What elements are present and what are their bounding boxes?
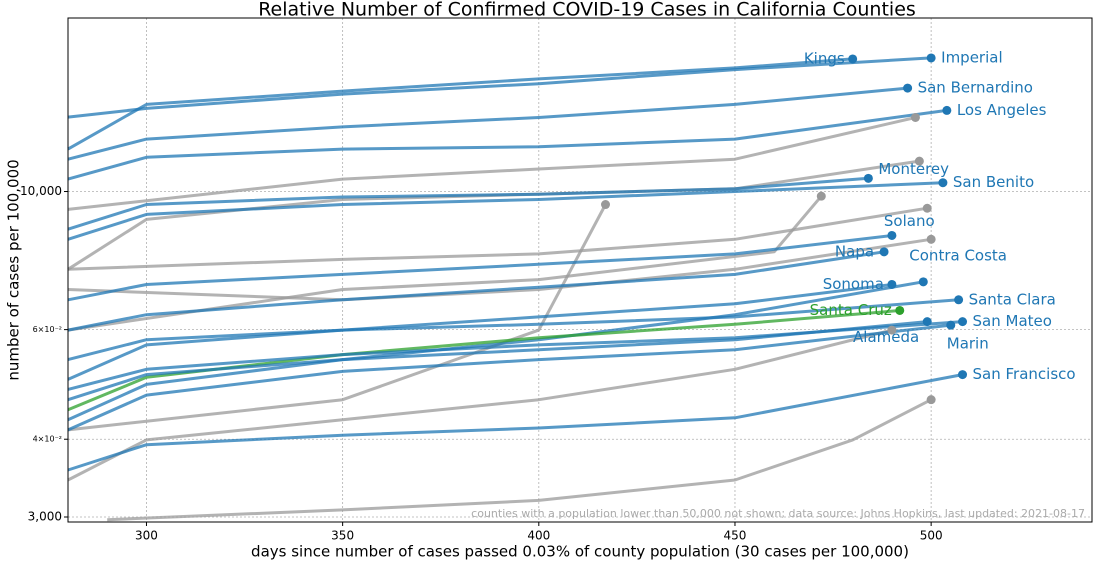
end-marker bbox=[910, 112, 920, 122]
series-label: San Francisco bbox=[973, 365, 1076, 383]
series-line bbox=[67, 176, 869, 231]
series-line bbox=[67, 323, 951, 432]
end-marker bbox=[816, 191, 826, 201]
end-marker bbox=[887, 325, 897, 335]
series-line bbox=[67, 234, 893, 302]
series-label: San Benito bbox=[953, 173, 1034, 191]
series-label: Sonoma bbox=[823, 275, 884, 293]
series-line bbox=[67, 181, 943, 241]
end-marker bbox=[887, 230, 897, 240]
y-tick-label: 4×10⁻² bbox=[33, 435, 62, 444]
series-label: Santa Cruz bbox=[810, 301, 892, 319]
end-marker bbox=[946, 320, 956, 330]
x-axis-label: days since number of cases passed 0.03% … bbox=[251, 543, 909, 561]
y-tick-label: 6×10⁻² bbox=[33, 325, 62, 334]
x-tick-label: 450 bbox=[724, 529, 747, 543]
series-label: Napa bbox=[835, 242, 874, 260]
series-line bbox=[67, 116, 916, 211]
plot-frame bbox=[67, 17, 1093, 523]
end-marker bbox=[887, 279, 897, 289]
x-tick-label: 350 bbox=[331, 529, 354, 543]
series-label: Alameda bbox=[853, 328, 919, 346]
end-marker bbox=[918, 277, 928, 287]
end-marker bbox=[926, 395, 936, 405]
series-line bbox=[67, 206, 928, 271]
y-tick-label: 10,000 bbox=[20, 184, 62, 198]
series-label: Los Angeles bbox=[957, 101, 1047, 119]
end-marker bbox=[601, 200, 611, 210]
y-tick-label: 3,000 bbox=[28, 509, 62, 523]
series-line bbox=[67, 108, 948, 181]
end-marker bbox=[903, 83, 913, 93]
series-line bbox=[67, 195, 823, 332]
end-marker bbox=[942, 105, 952, 115]
end-marker bbox=[926, 53, 936, 63]
series-line bbox=[67, 283, 893, 381]
series-label: Solano bbox=[884, 212, 935, 230]
end-marker bbox=[954, 295, 964, 305]
series-label: Kings bbox=[804, 49, 845, 67]
x-tick-label: 400 bbox=[527, 529, 550, 543]
series-line bbox=[67, 56, 932, 119]
series-line bbox=[67, 298, 959, 362]
end-marker bbox=[958, 370, 968, 380]
series-line bbox=[67, 320, 963, 391]
series-label: Marin bbox=[947, 335, 989, 353]
end-marker bbox=[926, 234, 936, 244]
series-line bbox=[67, 373, 963, 472]
end-marker bbox=[879, 247, 889, 257]
series-line bbox=[67, 309, 900, 412]
series-line bbox=[107, 398, 932, 522]
series-label: Monterey bbox=[878, 160, 949, 178]
series-line bbox=[67, 159, 920, 271]
chart-title: Relative Number of Confirmed COVID-19 Ca… bbox=[258, 0, 916, 21]
series-line bbox=[67, 328, 893, 482]
y-axis-label: number of cases per 100,000 bbox=[5, 159, 23, 380]
series-label: Imperial bbox=[941, 48, 1002, 66]
end-marker bbox=[958, 317, 968, 327]
series-line bbox=[67, 57, 853, 151]
plot-area bbox=[67, 18, 1092, 522]
series-line bbox=[67, 237, 932, 302]
end-marker bbox=[922, 203, 932, 213]
end-marker bbox=[914, 156, 924, 166]
series-label: San Mateo bbox=[973, 312, 1052, 330]
end-marker bbox=[848, 54, 858, 64]
x-tick-label: 300 bbox=[135, 529, 158, 543]
series-label: Contra Costa bbox=[909, 246, 1007, 264]
series-line bbox=[67, 250, 885, 332]
end-marker bbox=[938, 178, 948, 188]
x-tick-label: 500 bbox=[920, 529, 943, 543]
end-marker bbox=[922, 317, 932, 327]
end-marker bbox=[895, 305, 905, 315]
annotation: counties with a population lower than 50… bbox=[471, 507, 1085, 520]
series-label: Santa Clara bbox=[969, 290, 1056, 308]
end-marker bbox=[863, 173, 873, 183]
series-line bbox=[67, 86, 908, 161]
series-label: San Bernardino bbox=[918, 79, 1033, 97]
